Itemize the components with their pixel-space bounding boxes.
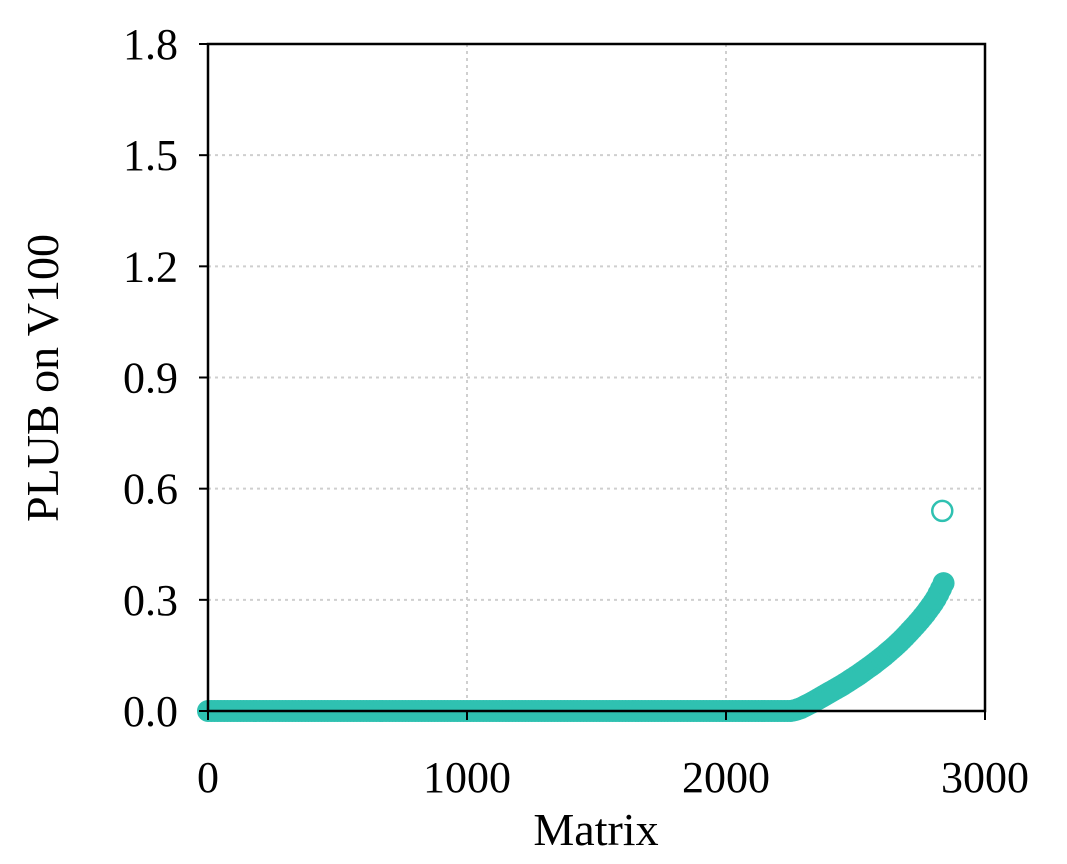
x-tick-label: 3000 — [941, 753, 1029, 802]
data-points — [197, 499, 955, 722]
y-tick-label: 1.5 — [123, 131, 178, 180]
y-tick-label: 0.0 — [123, 687, 178, 736]
data-point — [932, 572, 955, 595]
x-axis-title: Matrix — [533, 804, 658, 855]
x-tick-labels: 0 1000 2000 3000 — [197, 753, 1029, 802]
outlier-point — [931, 499, 954, 523]
x-tick-label: 1000 — [423, 753, 511, 802]
x-tick-label: 2000 — [682, 753, 770, 802]
x-tick-label: 0 — [197, 753, 219, 802]
ticks — [199, 43, 986, 720]
y-axis-title: PLUB on V100 — [17, 234, 68, 522]
y-tick-label: 0.6 — [123, 465, 178, 514]
grid — [208, 44, 985, 711]
y-tick-labels: 0.0 0.3 0.6 0.9 1.2 1.5 1.8 — [123, 20, 178, 736]
y-tick-label: 0.3 — [123, 576, 178, 625]
y-tick-label: 0.9 — [123, 354, 178, 403]
y-tick-label: 1.8 — [123, 20, 178, 69]
y-tick-label: 1.2 — [123, 242, 178, 291]
